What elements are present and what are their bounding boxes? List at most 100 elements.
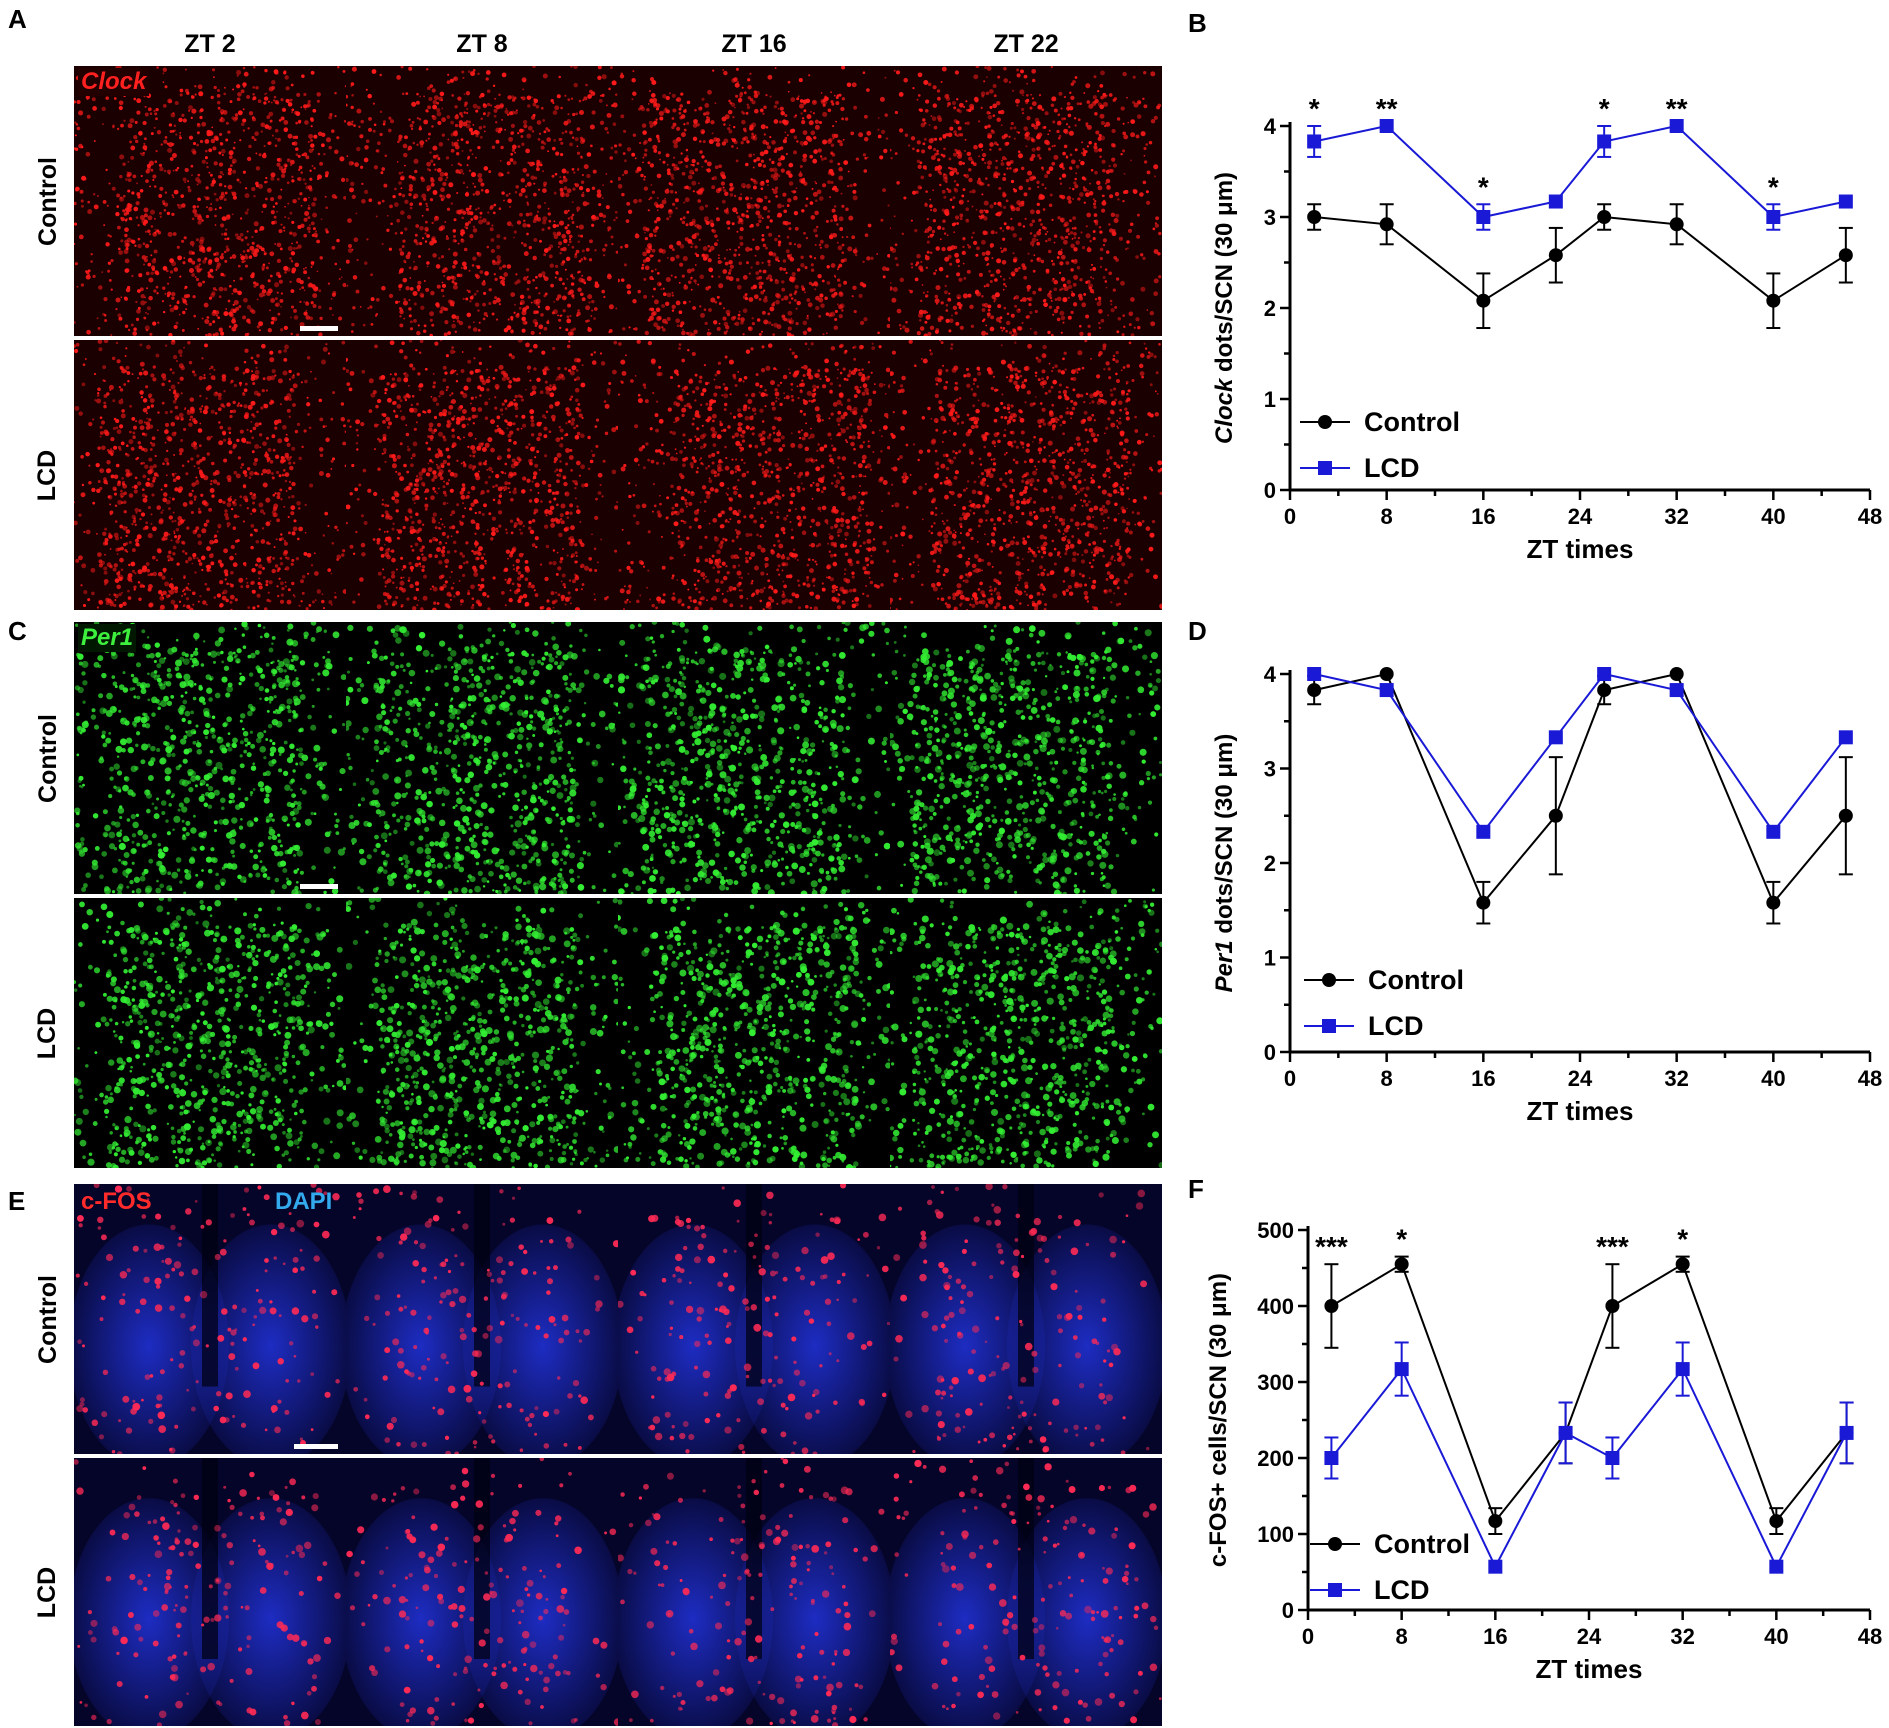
- panel-label-b: B: [1188, 8, 1207, 39]
- y-tick-label: 1: [1264, 946, 1276, 971]
- y-tick-label: 0: [1264, 1040, 1276, 1065]
- micrograph-per1-lcd-zt8: [346, 898, 618, 1168]
- y-tick-label: 2: [1264, 296, 1276, 321]
- micrograph-per1-lcd-zt16: [618, 898, 890, 1168]
- y-tick-label: 4: [1264, 114, 1277, 139]
- series-line-control: [1314, 217, 1846, 301]
- legend-label-lcd: LCD: [1368, 1011, 1424, 1041]
- significance-marker: *: [1309, 93, 1320, 124]
- legend-label-control: Control: [1364, 407, 1460, 437]
- y-tick-label: 200: [1257, 1446, 1294, 1471]
- column-header-zt2: ZT 2: [74, 30, 346, 59]
- data-point-lcd: [1839, 730, 1853, 744]
- data-point-lcd: [1380, 683, 1394, 697]
- data-point-control: [1766, 896, 1780, 910]
- row-label-clock-lcd: LCD: [28, 340, 68, 610]
- row-label-cfos-lcd: LCD: [28, 1458, 68, 1726]
- micrograph-cfos-lcd-zt16: [618, 1458, 890, 1726]
- data-point-control: [1307, 210, 1321, 224]
- column-header-zt22: ZT 22: [890, 30, 1162, 59]
- y-tick-label: 100: [1257, 1522, 1294, 1547]
- legend-marker-control: [1322, 973, 1336, 987]
- legend-marker-control: [1328, 1537, 1342, 1551]
- y-axis-label: Clock dots/SCN (30 μm): [1211, 172, 1238, 444]
- x-tick-label: 0: [1284, 504, 1296, 529]
- y-tick-label: 0: [1264, 478, 1276, 503]
- panel-label-e: E: [8, 1186, 25, 1217]
- x-tick-label: 24: [1568, 1066, 1593, 1091]
- column-header-zt8: ZT 8: [346, 30, 618, 59]
- y-tick-label: 4: [1264, 662, 1277, 687]
- x-axis-label: ZT times: [1527, 534, 1634, 564]
- data-point-lcd: [1605, 1451, 1619, 1465]
- data-point-lcd: [1766, 210, 1780, 224]
- column-header-zt16: ZT 16: [618, 30, 890, 59]
- micrograph-clock-lcd-zt16: [618, 340, 890, 610]
- x-tick-label: 16: [1483, 1624, 1507, 1649]
- data-point-lcd: [1676, 1362, 1690, 1376]
- data-point-lcd: [1597, 134, 1611, 148]
- micrograph-per1-control-zt16: [618, 622, 890, 894]
- micrograph-clock-control-zt8: [346, 66, 618, 336]
- y-tick-label: 0: [1282, 1598, 1294, 1623]
- data-point-control: [1766, 294, 1780, 308]
- data-point-control: [1597, 683, 1611, 697]
- micrograph-clock-lcd-zt2: [74, 340, 346, 610]
- data-point-lcd: [1307, 667, 1321, 681]
- data-point-control: [1380, 217, 1394, 231]
- clock-stain-label: Clock: [78, 68, 149, 96]
- x-tick-label: 32: [1670, 1624, 1694, 1649]
- per1-stain-label: Per1: [78, 624, 136, 652]
- significance-marker: *: [1599, 93, 1610, 124]
- x-tick-label: 40: [1761, 1066, 1785, 1091]
- row-label-per1-lcd: LCD: [28, 898, 68, 1168]
- data-point-control: [1380, 667, 1394, 681]
- legend-label-control: Control: [1368, 965, 1464, 995]
- micrograph-clock-control-zt16: [618, 66, 890, 336]
- x-tick-label: 8: [1381, 1066, 1393, 1091]
- data-point-control: [1839, 809, 1853, 823]
- significance-marker: *: [1396, 1224, 1407, 1255]
- data-point-lcd: [1395, 1362, 1409, 1376]
- x-tick-label: 8: [1396, 1624, 1408, 1649]
- y-axis-label: c-FOS+ cells/SCN (30 μm): [1205, 1273, 1232, 1567]
- micrograph-clock-control-zt22: [890, 66, 1162, 336]
- data-point-control: [1488, 1514, 1502, 1528]
- row-label-clock-control: Control: [28, 66, 68, 336]
- micrograph-per1-control-zt8: [346, 622, 618, 894]
- x-tick-label: 32: [1664, 1066, 1688, 1091]
- series-line-control: [1314, 674, 1846, 903]
- significance-marker: ***: [1596, 1231, 1629, 1262]
- legend-marker-lcd: [1322, 1019, 1336, 1033]
- row-label-cfos-control: Control: [28, 1184, 68, 1454]
- cfos-stain-label: c-FOS: [78, 1188, 155, 1216]
- scale-bar-per1: [300, 884, 338, 889]
- micrograph-cfos-lcd-zt2: [74, 1458, 346, 1726]
- series-line-control: [1331, 1264, 1846, 1521]
- micrograph-cfos-control-zt8: [346, 1184, 618, 1454]
- y-tick-label: 3: [1264, 757, 1276, 782]
- row-label-per1-control: Control: [28, 622, 68, 894]
- dapi-stain-label: DAPI: [272, 1188, 335, 1216]
- data-point-control: [1839, 248, 1853, 262]
- data-point-control: [1395, 1257, 1409, 1271]
- data-point-lcd: [1769, 1560, 1783, 1574]
- legend-marker-lcd: [1318, 461, 1332, 475]
- x-tick-label: 8: [1381, 504, 1393, 529]
- data-point-control: [1307, 683, 1321, 697]
- micrograph-cfos-control-zt16: [618, 1184, 890, 1454]
- y-axis-label: Per1 dots/SCN (30 μm): [1211, 734, 1238, 993]
- legend-label-control: Control: [1374, 1529, 1470, 1559]
- x-axis-label: ZT times: [1536, 1654, 1643, 1684]
- scale-bar-cfos: [294, 1444, 338, 1449]
- data-point-lcd: [1549, 195, 1563, 209]
- x-tick-label: 24: [1577, 1624, 1602, 1649]
- scale-bar-clock: [300, 326, 338, 331]
- data-point-lcd: [1840, 1426, 1854, 1440]
- data-point-lcd: [1559, 1426, 1573, 1440]
- micrograph-clock-control-zt2: [74, 66, 346, 336]
- data-point-control: [1476, 294, 1490, 308]
- legend-label-lcd: LCD: [1374, 1575, 1430, 1605]
- data-point-lcd: [1839, 195, 1853, 209]
